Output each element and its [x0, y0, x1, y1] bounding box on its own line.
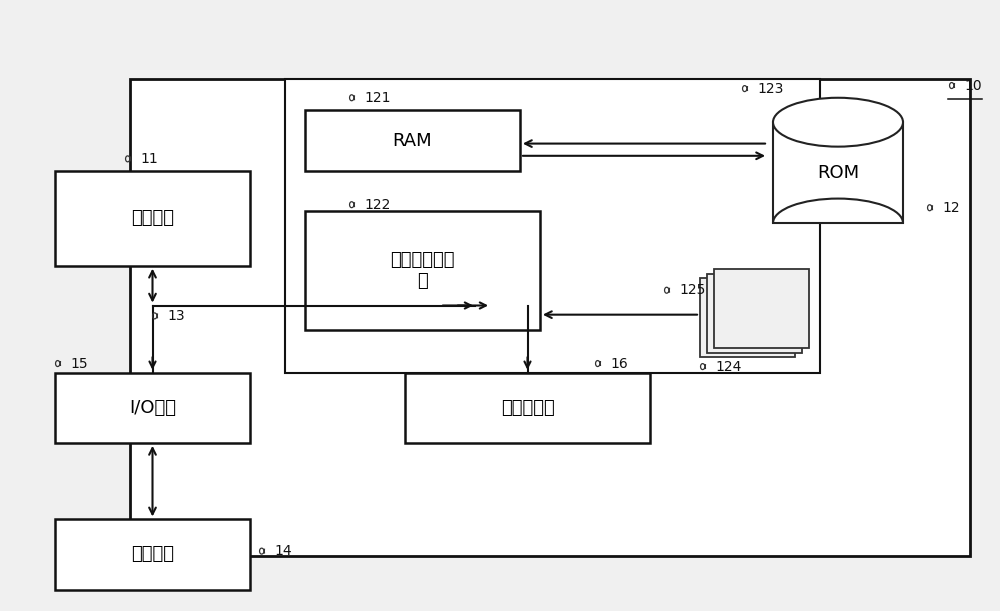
- Bar: [700, 278, 795, 357]
- Text: 15: 15: [70, 357, 88, 370]
- Text: 14: 14: [274, 544, 292, 558]
- Bar: [305, 110, 520, 171]
- Text: 122: 122: [364, 198, 390, 211]
- Text: 13: 13: [167, 309, 185, 323]
- Text: 高速缓存存储
器: 高速缓存存储 器: [390, 251, 455, 290]
- Bar: [707, 274, 802, 353]
- Bar: [55, 171, 250, 266]
- Text: I/O接口: I/O接口: [129, 399, 176, 417]
- Text: 125: 125: [679, 284, 705, 297]
- Text: ROM: ROM: [817, 164, 859, 181]
- Bar: [130, 79, 970, 556]
- Text: 12: 12: [942, 201, 960, 214]
- Text: 121: 121: [364, 91, 390, 104]
- Ellipse shape: [773, 98, 903, 147]
- Text: 外部设备: 外部设备: [131, 546, 174, 563]
- Bar: [285, 79, 820, 373]
- Bar: [405, 373, 650, 443]
- Bar: [55, 519, 250, 590]
- Text: 16: 16: [610, 357, 628, 370]
- Bar: [714, 269, 809, 348]
- Text: 123: 123: [757, 82, 783, 95]
- Bar: [305, 211, 540, 330]
- Bar: [55, 373, 250, 443]
- Text: 11: 11: [140, 152, 158, 166]
- Bar: [773, 122, 903, 223]
- Text: RAM: RAM: [393, 131, 432, 150]
- Text: 网络适配器: 网络适配器: [501, 399, 554, 417]
- Text: 10: 10: [964, 79, 982, 92]
- Text: 处理单元: 处理单元: [131, 210, 174, 227]
- Text: 124: 124: [715, 360, 741, 373]
